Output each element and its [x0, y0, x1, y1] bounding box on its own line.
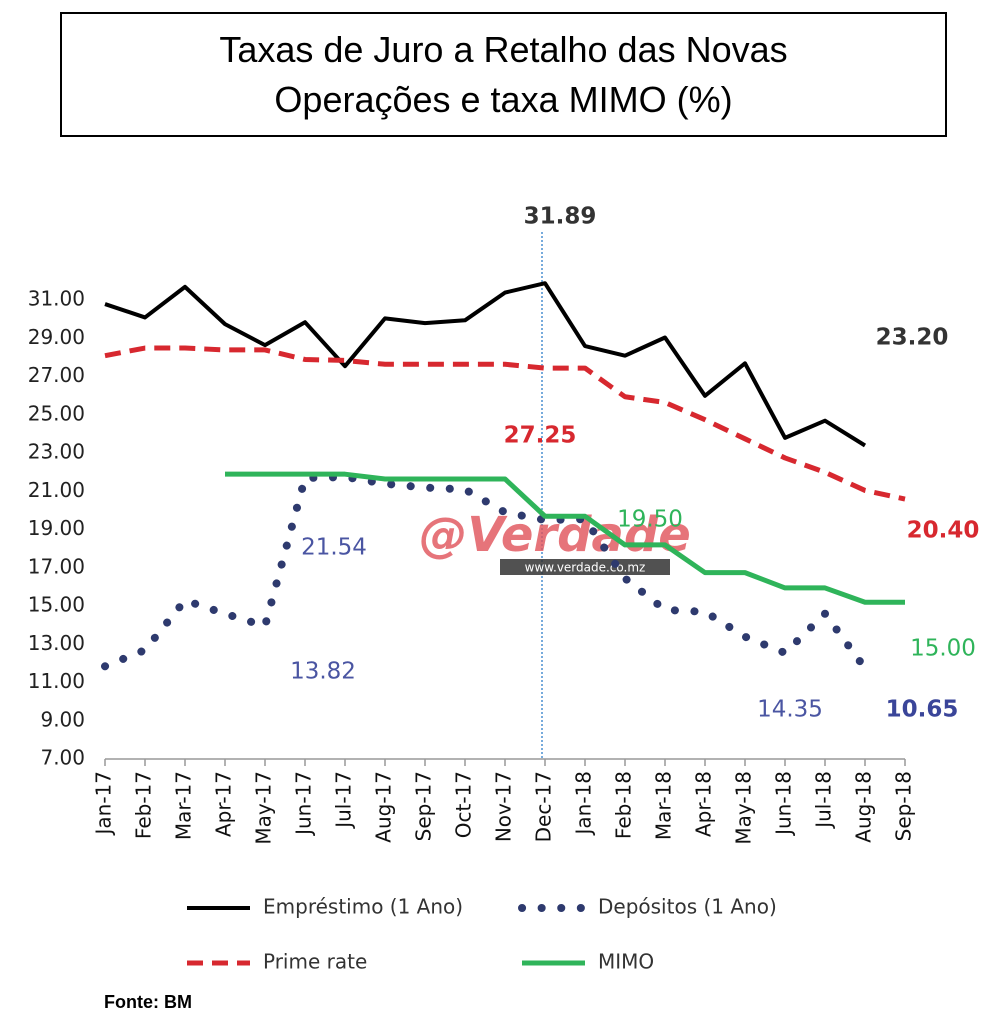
x-tick-label: Feb-17 — [132, 771, 156, 839]
y-tick-label: 21.00 — [28, 478, 85, 502]
y-tick-label: 7.00 — [40, 746, 85, 770]
annotation: 10.65 — [886, 697, 959, 723]
x-tick-label: Dec-17 — [532, 771, 556, 842]
series-line — [101, 473, 869, 673]
y-tick-label: 17.00 — [28, 554, 85, 578]
x-tick-label: Apr-17 — [212, 771, 236, 837]
chart-title: Taxas de Juro a Retalho das Novas Operaç… — [219, 28, 788, 120]
x-tick-label: Aug-18 — [852, 771, 876, 843]
series-line — [104, 281, 867, 448]
y-tick-label: 25.00 — [28, 401, 85, 425]
x-tick-label: May-18 — [732, 771, 756, 845]
x-tick-label: Jun-18 — [772, 771, 796, 837]
x-tick-label: Mar-18 — [652, 771, 676, 840]
y-tick-label: 15.00 — [28, 593, 85, 617]
x-tick-label: Jan-18 — [572, 771, 596, 837]
x-tick-label: Aug-17 — [372, 771, 396, 843]
x-tick-label: Jul-17 — [332, 771, 356, 830]
x-tick-label: Apr-18 — [692, 771, 716, 837]
series-line — [104, 345, 906, 502]
legend-label: Depósitos (1 Ano) — [598, 895, 777, 919]
x-tick-label: Mar-17 — [172, 771, 196, 840]
source: Fonte: BM — [104, 992, 192, 1012]
y-tick-label: 19.00 — [28, 516, 85, 540]
x-tick-label: Sep-18 — [892, 771, 916, 841]
y-tick-label: 27.00 — [28, 363, 85, 387]
y-tick-label: 9.00 — [40, 707, 85, 731]
x-tick-label: Feb-18 — [612, 771, 636, 839]
annotation: 20.40 — [907, 518, 980, 544]
y-tick-label: 29.00 — [28, 325, 85, 349]
x-tick-label: Jan-17 — [92, 771, 116, 837]
x-tick-label: Sep-17 — [412, 771, 436, 841]
annotation: 27.25 — [504, 423, 577, 449]
x-tick-label: Oct-17 — [452, 771, 476, 838]
x-tick-label: Jun-17 — [292, 771, 316, 837]
watermark-band — [500, 559, 670, 575]
legend-label: MIMO — [598, 950, 654, 974]
annotation: 23.20 — [876, 325, 949, 351]
annotation: 31.89 — [524, 204, 597, 230]
annotation: 21.54 — [301, 535, 367, 561]
x-tick-label: Nov-17 — [492, 771, 516, 842]
annotation: 13.82 — [290, 659, 356, 685]
title-box: Taxas de Juro a Retalho das Novas Operaç… — [60, 12, 947, 137]
x-tick-label: Jul-18 — [812, 771, 836, 830]
y-tick-label: 11.00 — [28, 669, 85, 693]
series-line — [225, 471, 905, 605]
watermark-url: www.verdade.co.mz — [525, 561, 646, 575]
annotation: 19.50 — [617, 507, 683, 533]
legend-label: Empréstimo (1 Ano) — [263, 895, 463, 919]
y-tick-label: 13.00 — [28, 631, 85, 655]
annotation: 15.00 — [910, 636, 976, 662]
annotation: 14.35 — [757, 697, 823, 723]
legend-label: Prime rate — [263, 950, 367, 974]
x-tick-label: May-17 — [252, 771, 276, 845]
y-tick-label: 31.00 — [28, 287, 85, 311]
y-tick-label: 23.00 — [28, 440, 85, 464]
